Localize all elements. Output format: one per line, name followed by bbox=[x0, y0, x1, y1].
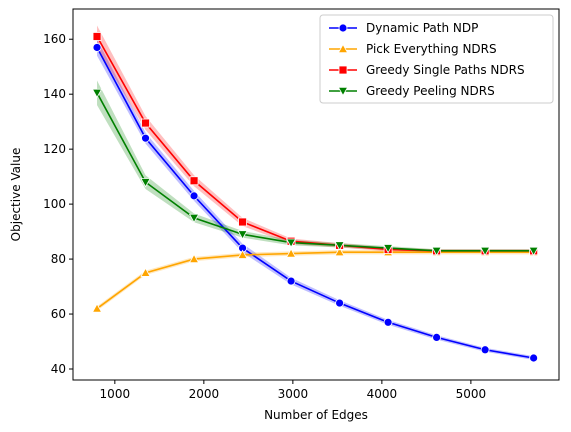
data-point bbox=[141, 133, 150, 143]
data-point bbox=[92, 43, 102, 52]
y-tick-label: 140 bbox=[43, 87, 66, 101]
data-point bbox=[334, 241, 345, 251]
y-tick-label: 80 bbox=[51, 252, 66, 266]
data-point bbox=[189, 191, 199, 201]
x-tick-label: 1000 bbox=[100, 387, 131, 401]
confidence-band bbox=[97, 250, 534, 311]
series-markers bbox=[91, 32, 539, 363]
legend-entry: Pick Everything NDRS bbox=[366, 42, 497, 56]
legend-entry: Dynamic Path NDP bbox=[366, 21, 478, 35]
data-point bbox=[92, 32, 102, 41]
y-tick-label: 120 bbox=[43, 142, 66, 156]
data-point bbox=[285, 248, 297, 258]
x-tick-label: 4000 bbox=[367, 387, 398, 401]
data-point bbox=[237, 230, 248, 240]
legend-box bbox=[319, 14, 554, 104]
data-point bbox=[431, 246, 442, 257]
y-axis-label: Objective Value bbox=[9, 148, 23, 242]
data-point bbox=[286, 276, 296, 286]
series-line bbox=[96, 47, 534, 359]
data-point bbox=[529, 353, 539, 363]
data-point bbox=[91, 303, 103, 313]
data-point bbox=[382, 244, 394, 254]
series-line bbox=[96, 251, 534, 310]
data-point bbox=[237, 249, 248, 259]
legend-marker bbox=[338, 23, 348, 33]
legend-marker bbox=[338, 65, 348, 75]
data-point bbox=[432, 333, 442, 342]
data-point bbox=[334, 246, 345, 257]
x-tick-label: 2000 bbox=[189, 387, 220, 401]
legend-entry: Greedy Single Paths NDRS bbox=[366, 63, 525, 77]
legend-marker bbox=[337, 87, 349, 97]
y-tick-label: 60 bbox=[51, 307, 66, 321]
series-line bbox=[96, 92, 534, 252]
series-lines bbox=[96, 36, 534, 359]
legend: Dynamic Path NDP Pick Everything NDRS Gree… bbox=[319, 14, 554, 104]
y-tick-label: 40 bbox=[51, 362, 66, 376]
confidence-bands bbox=[97, 25, 534, 360]
data-point bbox=[189, 176, 199, 186]
data-point bbox=[141, 118, 150, 128]
data-point bbox=[335, 298, 344, 308]
data-point bbox=[383, 317, 393, 327]
y-tick-label: 100 bbox=[43, 197, 66, 211]
x-axis-ticks: 1000 2000 3000 4000 5000 bbox=[100, 380, 487, 401]
data-point bbox=[480, 345, 490, 355]
data-point bbox=[528, 246, 539, 257]
confidence-band bbox=[97, 25, 534, 253]
y-axis-ticks: 40 60 80 100 120 140 160 bbox=[43, 32, 73, 376]
data-point bbox=[140, 178, 151, 188]
data-point bbox=[479, 246, 491, 257]
data-point bbox=[188, 253, 200, 264]
legend-marker bbox=[337, 43, 349, 53]
data-point bbox=[188, 213, 200, 224]
data-point bbox=[91, 88, 103, 99]
data-point bbox=[238, 217, 247, 227]
data-point bbox=[140, 267, 151, 277]
x-axis-label: Number of Edges bbox=[264, 408, 368, 422]
x-tick-label: 5000 bbox=[456, 387, 487, 401]
plot-area-frame bbox=[72, 8, 560, 381]
data-point bbox=[285, 238, 297, 248]
legend-entry: Greedy Peeling NDRS bbox=[366, 84, 495, 98]
y-tick-label: 160 bbox=[43, 32, 66, 46]
x-tick-label: 3000 bbox=[278, 387, 309, 401]
confidence-band bbox=[97, 80, 534, 253]
